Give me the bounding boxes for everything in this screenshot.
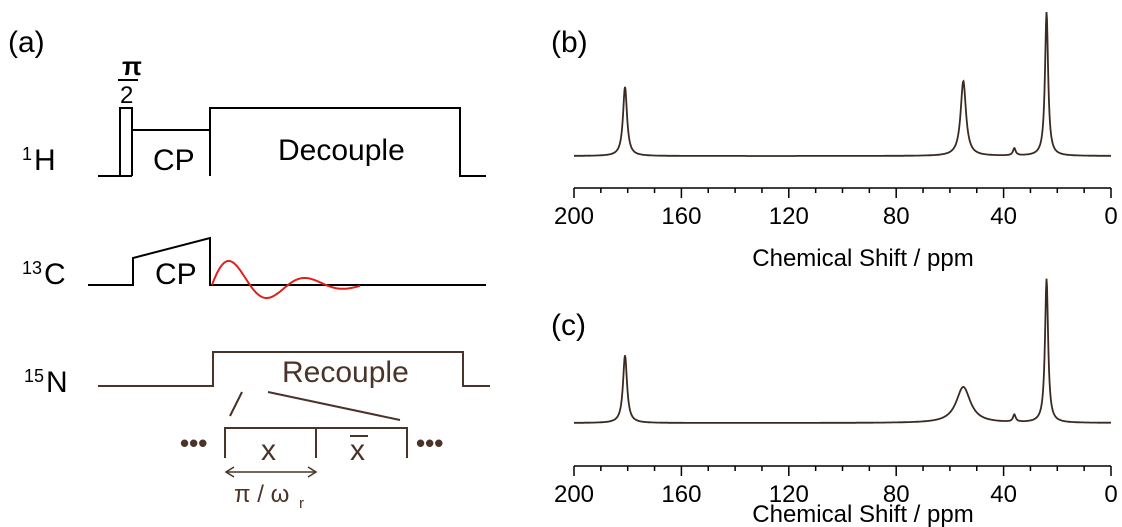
- ellipsis-left: •••: [180, 428, 207, 458]
- tick-label-c-160: 160: [661, 481, 701, 508]
- c-superscript: 13: [22, 258, 42, 278]
- c-channel-pulse-line: [88, 236, 486, 286]
- recouple-unit-boxes: [224, 427, 408, 458]
- fid-signal: [211, 260, 361, 299]
- tick-label-b-80: 80: [883, 203, 910, 230]
- h-channel-pulse-line: [98, 107, 486, 177]
- spectrum-c-panel: (c) 200 160 120 80 40 0 Chemical Shift /…: [551, 278, 1118, 527]
- panel-a-label: (a): [8, 26, 45, 59]
- h-cp-label: CP: [153, 144, 195, 177]
- pi-over-2-numerator: π: [122, 51, 142, 81]
- pi-over-2-denominator: 2: [120, 82, 133, 109]
- c-cp-label: CP: [155, 258, 197, 291]
- axis-b-title: Chemical Shift / ppm: [752, 245, 973, 272]
- axis-b-ticks: [573, 188, 1112, 198]
- h-decouple-label: Decouple: [278, 134, 405, 167]
- tick-label-c-80: 80: [883, 481, 910, 508]
- c-nucleus-label: C: [44, 258, 66, 291]
- timing-subscript: r: [299, 495, 304, 512]
- zoom-line-right: [267, 391, 401, 421]
- timing-arrowheads: [224, 466, 318, 478]
- zoom-line-left: [229, 391, 243, 417]
- tick-label-c-0: 0: [1104, 481, 1117, 508]
- phase-xbar-label: x: [350, 434, 365, 467]
- spectrum-b-trace: [574, 11, 1111, 157]
- phase-x-label: x: [261, 434, 276, 467]
- axis-c-ticks: [573, 466, 1112, 476]
- n-superscript: 15: [24, 366, 44, 386]
- spectrum-b-panel: (b) 200 160 120 80 40 0 Chemical Shift /…: [551, 11, 1118, 272]
- panel-c-label: (c): [551, 309, 586, 342]
- axis-c-title: Chemical Shift / ppm: [752, 501, 973, 527]
- n-channel-pulse-line: [98, 351, 490, 387]
- n-recouple-label: Recouple: [282, 356, 409, 389]
- tick-label-c-40: 40: [990, 481, 1017, 508]
- tick-label-b-200: 200: [554, 203, 594, 230]
- tick-label-b-40: 40: [990, 203, 1017, 230]
- timing-label: π / ω: [234, 481, 289, 508]
- spectrum-c-trace: [574, 278, 1112, 424]
- tick-label-c-120: 120: [769, 481, 809, 508]
- tick-label-b-0: 0: [1104, 203, 1117, 230]
- h-nucleus-label: H: [34, 144, 56, 177]
- tick-label-b-160: 160: [661, 203, 701, 230]
- h-superscript: 1: [22, 144, 32, 164]
- tick-label-c-200: 200: [554, 481, 594, 508]
- n-nucleus-label: N: [46, 366, 68, 399]
- panel-b-label: (b): [551, 26, 588, 59]
- tick-label-b-120: 120: [769, 203, 809, 230]
- ellipsis-right: •••: [416, 428, 443, 458]
- pulse-sequence-panel: (a) 1 H π 2 CP Decouple 13 C CP 15 N Rec…: [8, 26, 490, 512]
